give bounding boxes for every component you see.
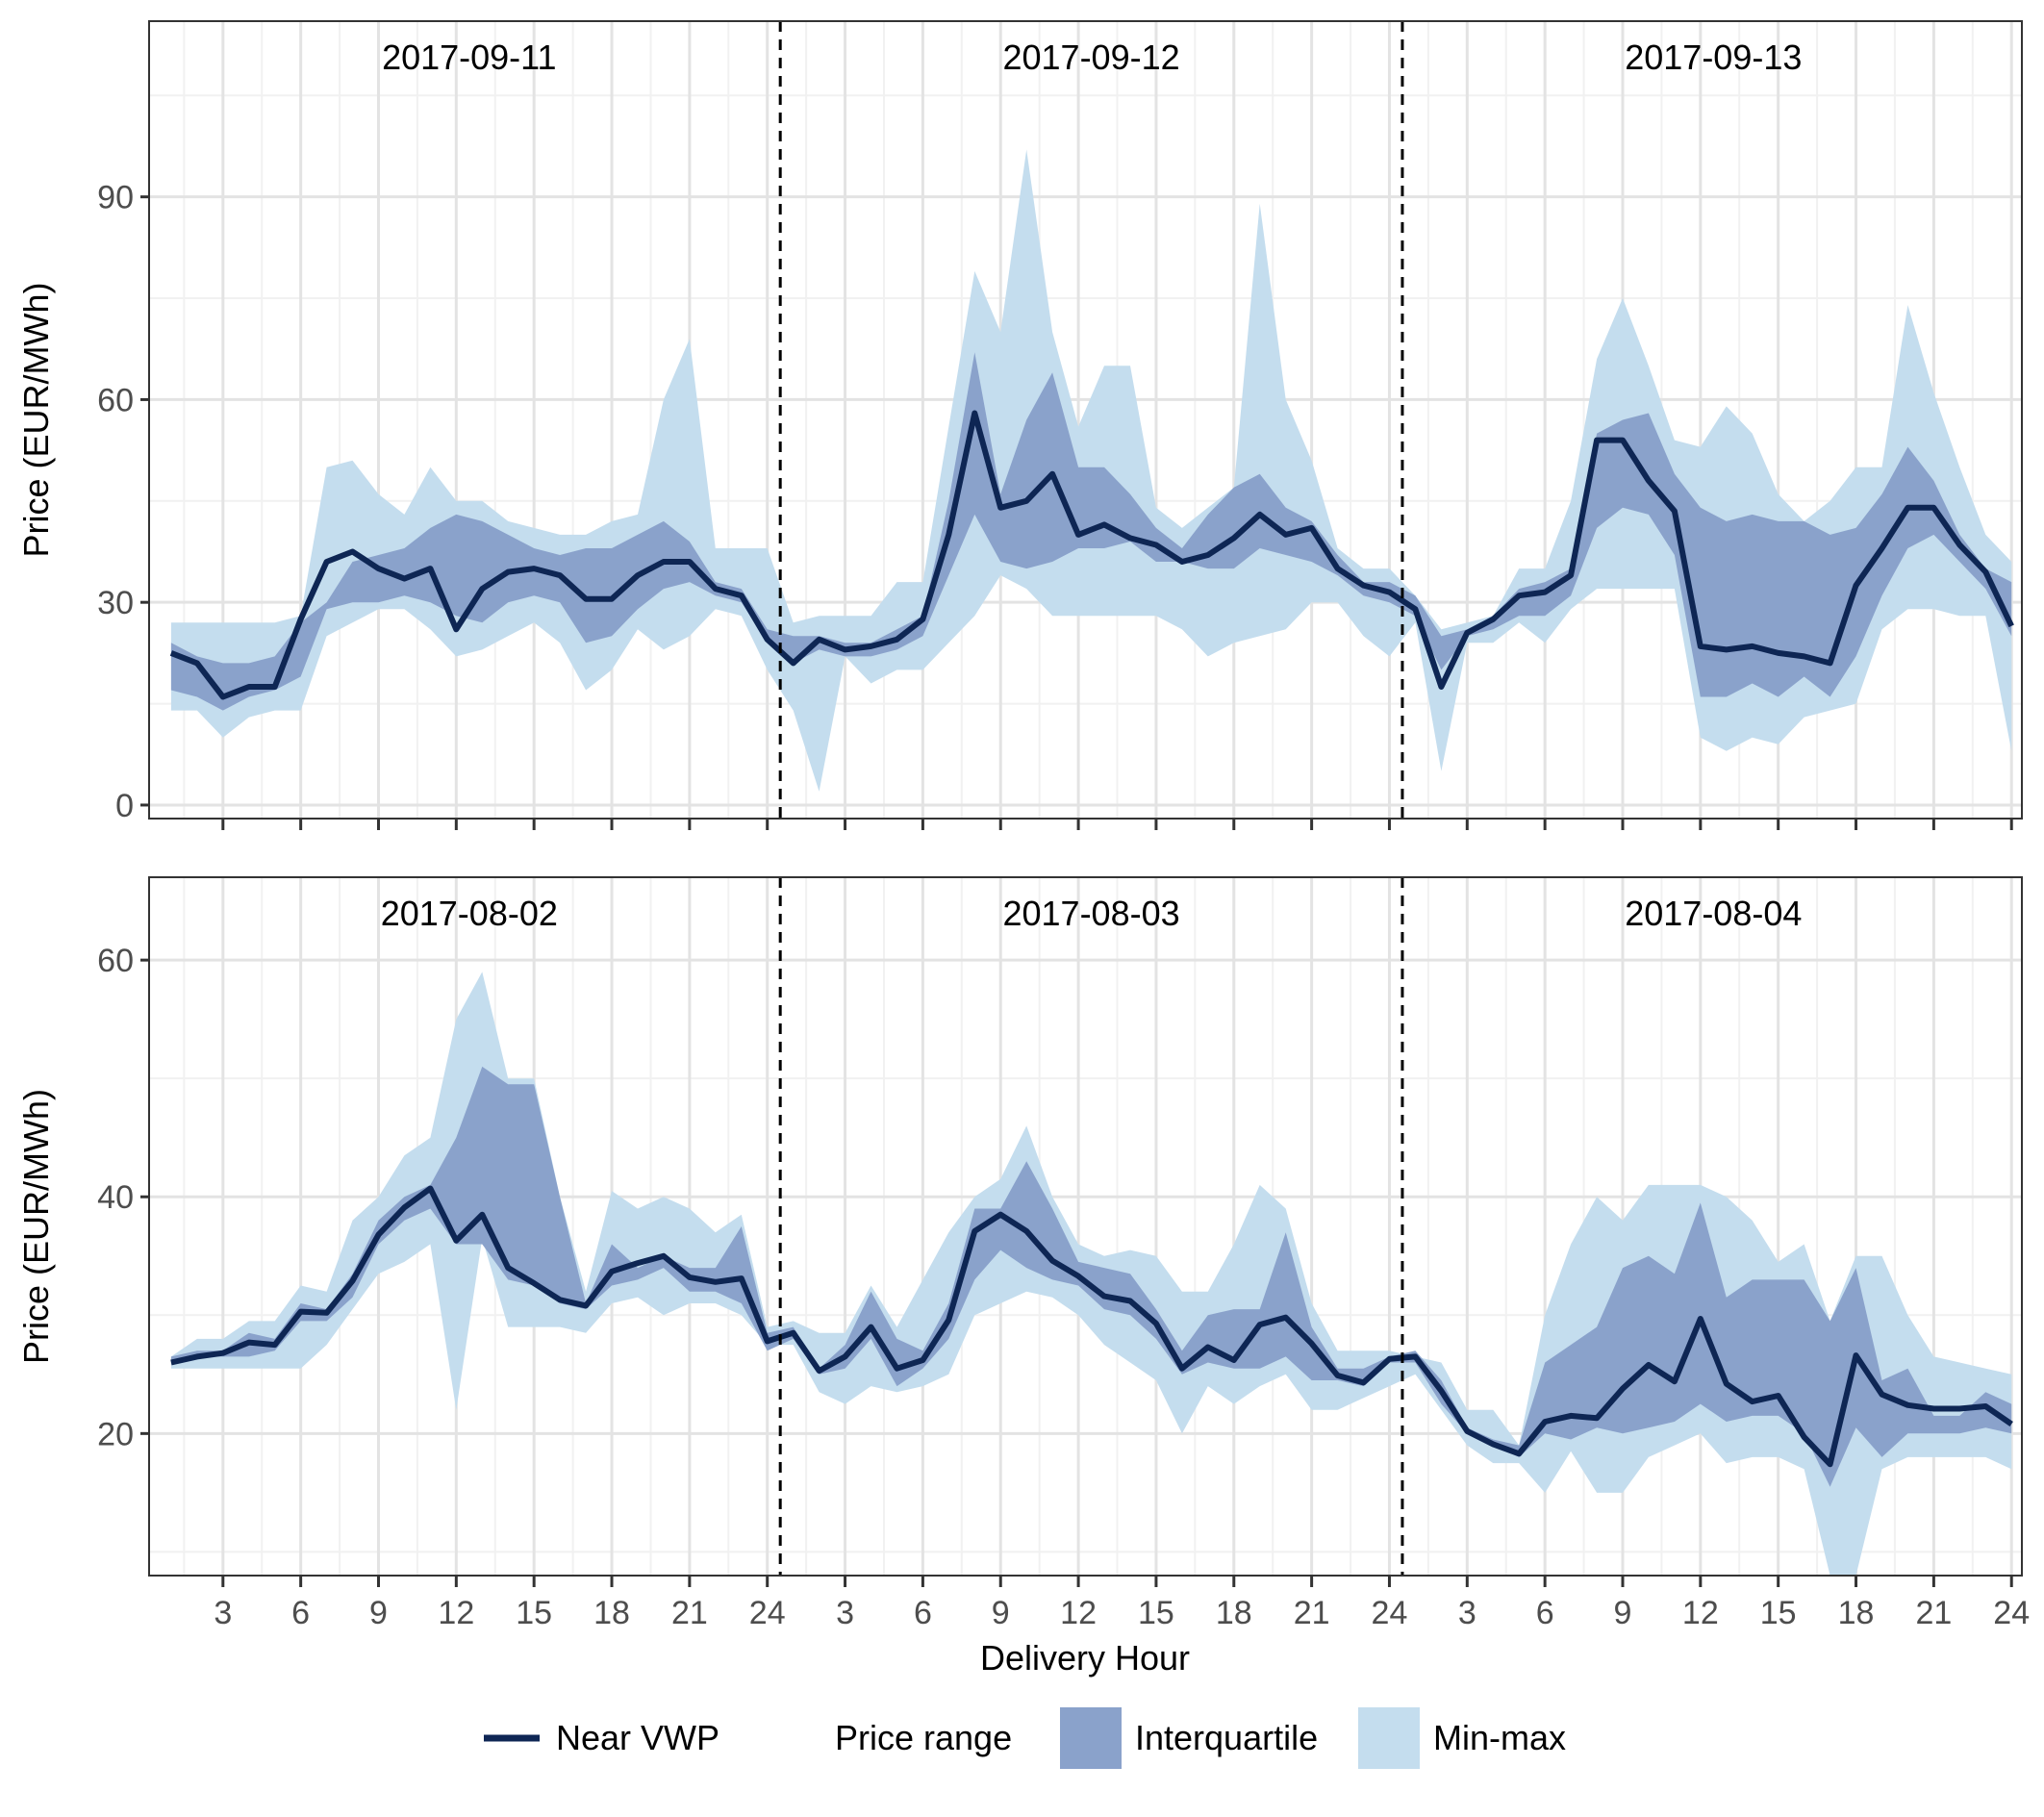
y-tick-label: 60 (97, 943, 134, 979)
day-label: 2017-09-11 (382, 38, 556, 77)
x-tick-label: 3 (836, 1595, 854, 1631)
x-tick-label: 15 (1138, 1595, 1174, 1631)
x-tick-label: 24 (1372, 1595, 1408, 1631)
legend: Near VWP Price range Interquartile Min-m… (484, 1707, 1566, 1769)
y-tick-label: 60 (97, 382, 134, 418)
y-axis-title: Price (EUR/MWh) (16, 283, 56, 558)
x-tick-label: 12 (1682, 1595, 1719, 1631)
x-tick-label: 24 (749, 1595, 786, 1631)
x-tick-label: 21 (671, 1595, 708, 1631)
x-tick-label: 18 (1838, 1595, 1875, 1631)
y-axis-title: Price (EUR/MWh) (16, 1089, 56, 1364)
x-tick-label: 3 (214, 1595, 232, 1631)
chart-panel-bottom: 2017-08-02 2017-08-03 2017-08-04 20 40 60 Pric… (16, 876, 2030, 1631)
legend-vwp-label: Near VWP (556, 1718, 719, 1757)
legend-iqr-label: Interquartile (1135, 1718, 1318, 1757)
y-tick-label: 0 (115, 788, 134, 824)
x-tick-label: 15 (1760, 1595, 1797, 1631)
x-tick-label: 18 (593, 1595, 630, 1631)
day-label: 2017-09-13 (1625, 38, 1802, 77)
x-tick-label: 6 (1536, 1595, 1554, 1631)
y-tick-label: 40 (97, 1179, 134, 1216)
interquartile-band (170, 1066, 2012, 1487)
x-tick-label: 21 (1294, 1595, 1330, 1631)
x-tick-label: 12 (438, 1595, 474, 1631)
x-tick-label: 9 (369, 1595, 388, 1631)
x-tick-label: 6 (291, 1595, 310, 1631)
x-tick-label: 12 (1060, 1595, 1097, 1631)
legend-range-title: Price range (835, 1718, 1012, 1757)
legend-minmax-swatch (1358, 1707, 1420, 1769)
panel-border (148, 876, 2023, 1577)
day-label: 2017-08-04 (1625, 894, 1802, 933)
x-tick-label: 6 (914, 1595, 932, 1631)
x-tick-label: 24 (1993, 1595, 2030, 1631)
legend-minmax-label: Min-max (1433, 1718, 1566, 1757)
x-axis-title: Delivery Hour (980, 1638, 1190, 1678)
x-tick-label: 9 (1614, 1595, 1632, 1631)
day-label: 2017-08-02 (381, 894, 558, 933)
x-tick-label: 9 (992, 1595, 1010, 1631)
y-tick-label: 20 (97, 1416, 134, 1452)
x-tick-label: 3 (1458, 1595, 1476, 1631)
legend-iqr-swatch (1060, 1707, 1122, 1769)
vwp-line (170, 1185, 2013, 1468)
x-tick-label: 18 (1216, 1595, 1252, 1631)
vwp-line (169, 410, 2014, 700)
y-tick-label: 90 (97, 180, 134, 216)
y-tick-label: 30 (97, 585, 134, 621)
day-label: 2017-09-12 (1002, 38, 1179, 77)
panel-border (148, 20, 2023, 820)
chart-panel-top: 2017-09-11 2017-09-12 2017-09-13 0 30 60 90 Pri… (16, 20, 2023, 830)
x-tick-label: 15 (516, 1595, 552, 1631)
day-label: 2017-08-03 (1002, 894, 1179, 933)
x-tick-label: 21 (1915, 1595, 1952, 1631)
